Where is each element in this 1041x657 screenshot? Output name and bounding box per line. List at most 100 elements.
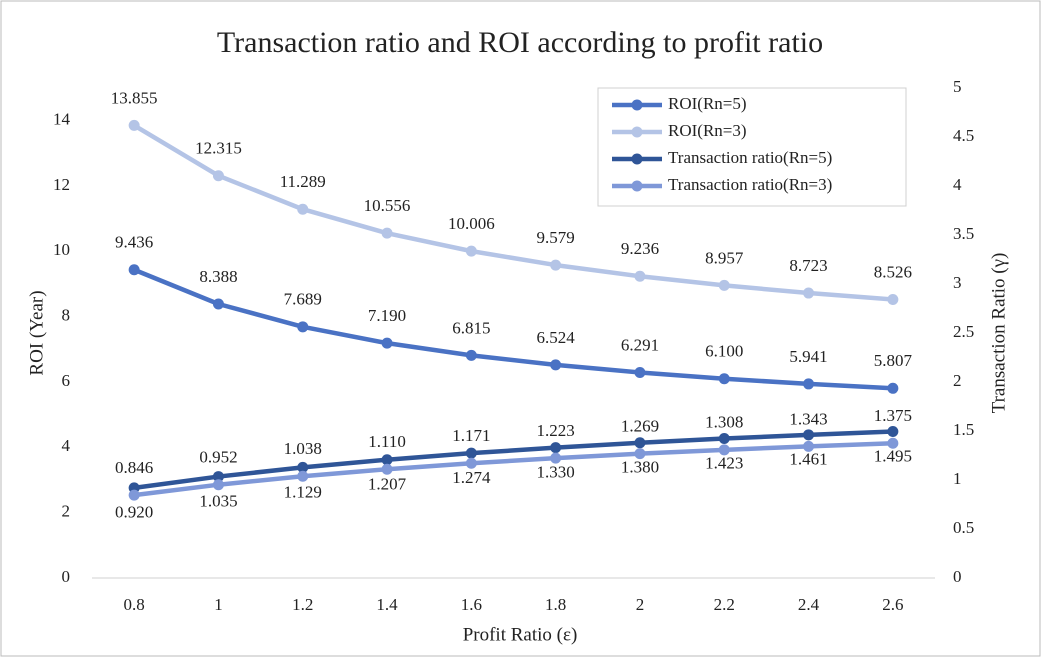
legend-marker [631, 180, 643, 192]
y-tick-label: 6 [62, 371, 71, 390]
x-axis-title: Profit Ratio (ε) [463, 624, 578, 645]
data-point [718, 444, 730, 456]
data-label: 1.129 [284, 482, 322, 501]
y-tick-label: 2 [62, 502, 71, 521]
series-line [132, 123, 894, 302]
legend-label: Transaction ratio(Rn=3) [668, 175, 832, 194]
legend-marker [631, 153, 643, 165]
data-point [803, 440, 815, 452]
y-axis-title: ROI (Year) [26, 290, 47, 375]
data-label: 10.006 [448, 214, 495, 233]
legend-marker [631, 126, 643, 138]
data-point [718, 279, 730, 291]
data-label: 6.815 [452, 318, 490, 337]
y2-tick-label: 1 [953, 469, 962, 488]
data-label: 6.291 [621, 335, 659, 354]
y2-tick-label: 2 [953, 371, 962, 390]
y2-tick-label: 5 [953, 77, 962, 96]
data-point [550, 259, 562, 271]
data-label: 7.190 [368, 306, 406, 325]
x-tick-label: 2.4 [798, 595, 820, 614]
x-tick-label: 1.8 [545, 595, 566, 614]
y2-tick-label: 2.5 [953, 322, 974, 341]
data-point [550, 359, 562, 371]
data-point [381, 337, 393, 349]
x-tick-label: 1.2 [292, 595, 313, 614]
data-label: 1.375 [874, 406, 912, 425]
data-label: 8.957 [705, 248, 744, 267]
data-label: 1.269 [621, 417, 659, 436]
data-point [634, 270, 646, 282]
data-point [128, 119, 140, 131]
data-label: 1.223 [537, 421, 575, 440]
data-point [718, 433, 730, 445]
data-point [212, 170, 224, 182]
y2-tick-label: 4.5 [953, 126, 974, 145]
series-line [133, 267, 893, 391]
data-label: 1.423 [705, 453, 743, 472]
x-tick-label: 0.8 [124, 595, 145, 614]
x-tick-label: 2.6 [882, 595, 903, 614]
data-label: 0.952 [199, 448, 237, 467]
legend-marker [631, 99, 643, 111]
data-label: 1.110 [368, 432, 406, 451]
y-tick-label: 14 [53, 110, 71, 129]
data-point [212, 298, 224, 310]
data-point [297, 321, 309, 333]
data-point [887, 382, 899, 394]
data-point [887, 293, 899, 305]
data-point [550, 442, 562, 454]
y-tick-label: 12 [53, 175, 70, 194]
data-point [465, 349, 477, 361]
data-label: 1.171 [452, 426, 490, 445]
data-label: 8.526 [874, 262, 912, 281]
data-point [381, 454, 393, 466]
data-label: 6.100 [705, 342, 743, 361]
data-point [212, 479, 224, 491]
data-label: 9.579 [537, 228, 575, 247]
data-label: 10.556 [364, 196, 411, 215]
data-label: 5.807 [874, 351, 913, 370]
data-label: 1.495 [874, 446, 912, 465]
data-point [887, 437, 899, 449]
legend-label: ROI(Rn=3) [668, 121, 747, 140]
series-line [133, 441, 893, 498]
data-label: 0.846 [115, 458, 153, 477]
y2-tick-label: 0 [953, 567, 962, 586]
data-point [297, 461, 309, 473]
data-point [634, 437, 646, 449]
legend-label: Transaction ratio(Rn=5) [668, 148, 832, 167]
data-label: 12.315 [195, 139, 242, 158]
data-point [803, 429, 815, 441]
data-point [381, 227, 393, 239]
y2-tick-label: 3.5 [953, 224, 974, 243]
data-point [297, 203, 309, 215]
data-label: 1.461 [789, 450, 827, 469]
x-tick-label: 2 [636, 595, 645, 614]
data-point [381, 463, 393, 475]
data-label: 13.855 [111, 88, 158, 107]
data-point [634, 448, 646, 460]
y2-tick-label: 1.5 [953, 420, 974, 439]
y-tick-label: 10 [53, 240, 70, 259]
data-label: 8.723 [789, 256, 827, 275]
data-point [128, 264, 140, 276]
y-tick-label: 4 [62, 436, 71, 455]
data-label: 1.038 [284, 439, 322, 458]
x-tick-label: 1.6 [461, 595, 482, 614]
data-point [718, 373, 730, 385]
data-label: 1.207 [368, 475, 407, 494]
y-tick-label: 8 [62, 306, 71, 325]
x-tick-label: 1.4 [376, 595, 398, 614]
data-point [634, 366, 646, 378]
data-label: 11.289 [280, 172, 326, 191]
data-point [465, 245, 477, 257]
y2-tick-label: 0.5 [953, 518, 974, 537]
y2-axis-title: Transaction Ratio (γ) [988, 253, 1009, 414]
x-tick-label: 2.2 [714, 595, 735, 614]
y2-tick-label: 3 [953, 273, 962, 292]
data-label: 1.380 [621, 458, 659, 477]
y-tick-label: 0 [62, 567, 71, 586]
data-label: 1.308 [705, 413, 743, 432]
